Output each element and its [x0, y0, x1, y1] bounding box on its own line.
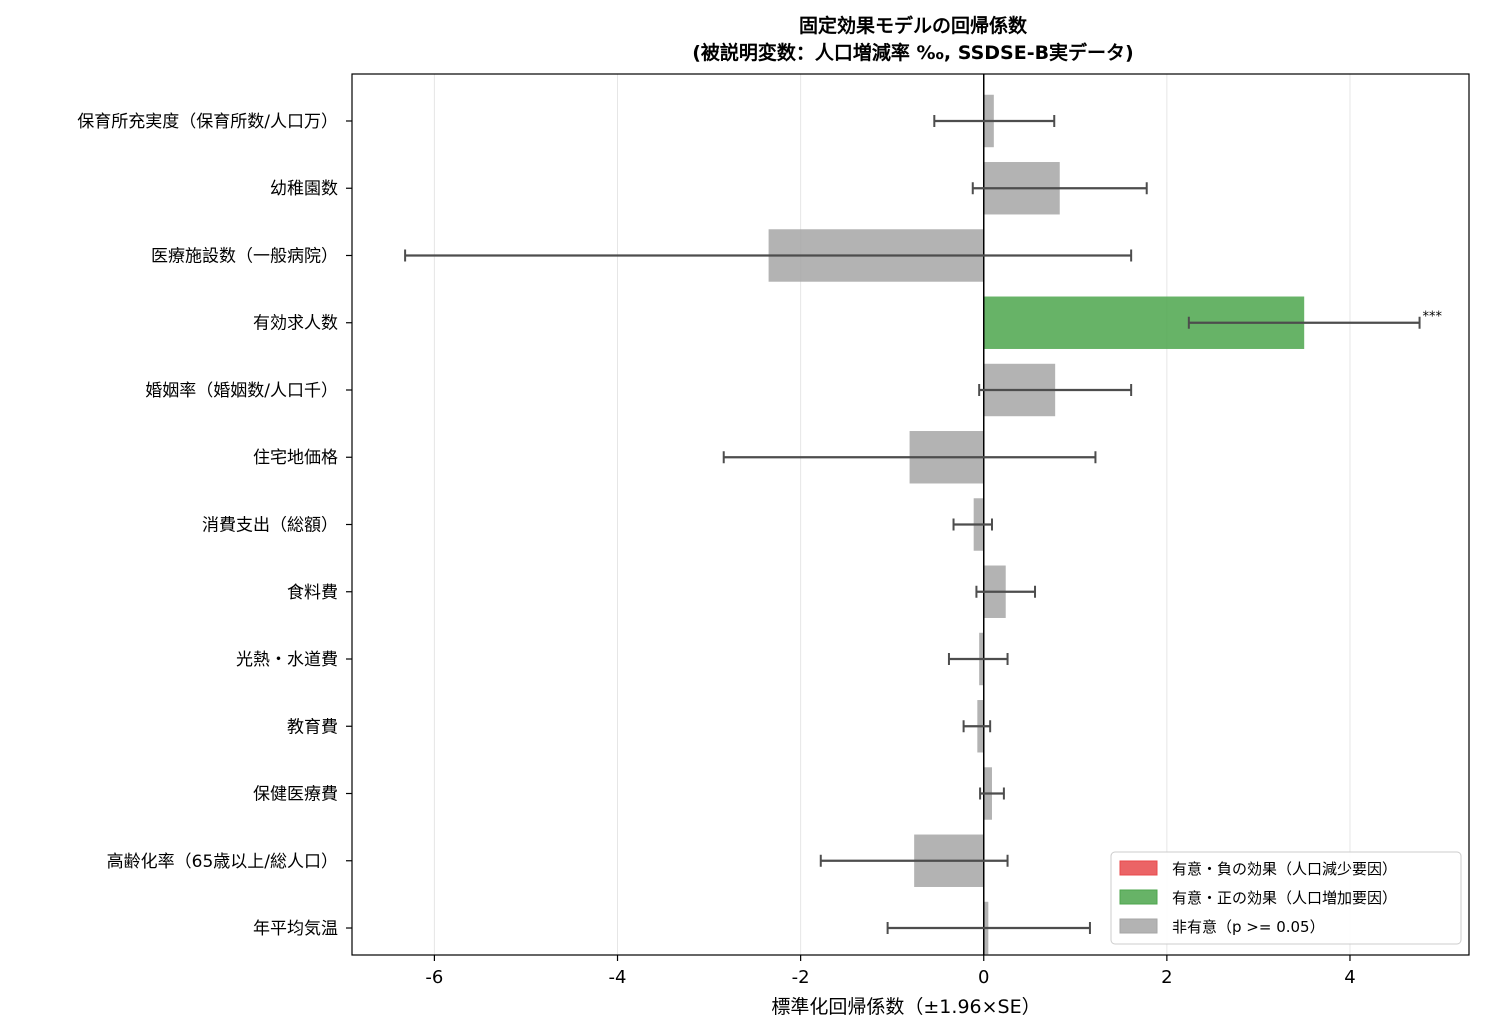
legend-label-0: 有意・負の効果（人口減少要因）	[1172, 860, 1397, 878]
x-tick-label-0: -6	[425, 967, 443, 988]
plot-frame	[351, 73, 1470, 956]
category-label-1: 幼稚園数	[270, 179, 338, 199]
legend-swatch-2	[1119, 918, 1158, 934]
error-bars	[404, 114, 1421, 935]
chart-title: 固定効果モデルの回帰係数	[799, 14, 1028, 37]
x-axis: -6 -4 -2 0 2 4	[425, 955, 1356, 988]
legend: 有意・負の効果（人口減少要因） 有意・正の効果（人口増加要因） 非有意（p >= 0…	[1110, 851, 1462, 945]
error-bar-2	[404, 249, 1133, 262]
legend-label-2: 非有意（p >= 0.05）	[1172, 918, 1325, 936]
error-bar-6	[952, 518, 993, 531]
category-label-7: 食料費	[287, 583, 338, 603]
chart-subtitle: (被説明変数：人口増減率 ‰, SSDSE-B実データ)	[692, 41, 1134, 64]
category-label-10: 保健医療費	[253, 785, 338, 805]
x-gridlines	[433, 74, 1351, 955]
legend-label-1: 有意・正の効果（人口増加要因）	[1172, 889, 1397, 907]
error-bar-1	[971, 182, 1148, 195]
error-bar-4	[978, 383, 1133, 396]
category-label-11: 高齢化率（65歳以上/総人口）	[107, 852, 338, 872]
category-label-4: 婚姻率（婚姻数/人口千）	[145, 381, 338, 401]
x-tick-label-4: 2	[1161, 967, 1172, 988]
error-bar-7	[975, 585, 1037, 598]
error-bar-3	[1187, 316, 1421, 329]
category-label-9: 教育費	[287, 717, 338, 737]
category-label-12: 年平均気温	[253, 919, 338, 939]
category-label-3: 有効求人数	[253, 314, 338, 334]
legend-swatch-1	[1119, 889, 1158, 905]
legend-box	[1110, 851, 1462, 945]
category-label-2: 医療施設数（一般病院）	[151, 246, 338, 266]
significance-label-3: ***	[1423, 310, 1443, 325]
category-label-0: 保育所充実度（保育所数/人口万）	[77, 112, 338, 132]
error-bar-12	[886, 922, 1091, 935]
error-bar-10	[979, 787, 1005, 800]
error-bar-11	[819, 854, 1009, 867]
x-tick-label-1: -4	[609, 967, 627, 988]
x-tick-label-5: 4	[1344, 967, 1355, 988]
error-bar-9	[962, 720, 992, 733]
error-bar-8	[947, 653, 1009, 666]
legend-swatch-0	[1119, 860, 1158, 876]
x-tick-label-3: 0	[978, 967, 989, 988]
category-label-6: 消費支出（総額）	[202, 516, 338, 536]
error-bar-0	[933, 114, 1056, 127]
error-bar-5	[722, 451, 1097, 464]
x-tick-label-2: -2	[792, 967, 810, 988]
bars	[768, 94, 1305, 955]
category-label-8: 光熱・水道費	[236, 650, 338, 670]
x-axis-label: 標準化回帰係数（±1.96×SE）	[771, 996, 1040, 1018]
significance-annotations: ***	[1423, 310, 1443, 325]
category-label-5: 住宅地価格	[253, 448, 338, 468]
